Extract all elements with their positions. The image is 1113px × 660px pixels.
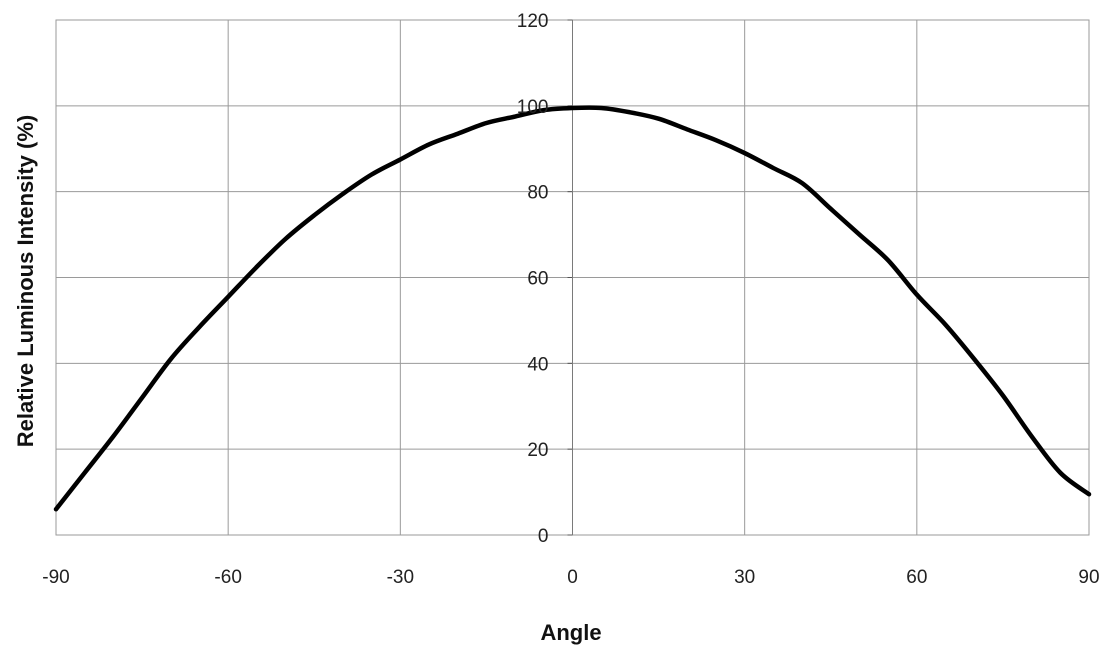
- y-axis-title: Relative Luminous Intensity (%): [13, 115, 38, 448]
- x-tick-label: 30: [734, 567, 755, 588]
- y-tick-label: 80: [527, 183, 548, 204]
- x-tick-label: -90: [42, 567, 69, 588]
- series-layer: [53, 105, 1092, 512]
- y-tick-label: 60: [527, 269, 548, 290]
- x-tick-label: -60: [214, 567, 241, 588]
- x-tick-label: -30: [387, 567, 414, 588]
- y-tick-label: 120: [517, 11, 549, 32]
- x-tick-label: 90: [1078, 567, 1099, 588]
- y-tick-label: 0: [538, 526, 549, 547]
- gridlines: [55, 19, 1090, 536]
- series-line: [53, 105, 1092, 512]
- tick-labels: -90 -60 -30 0 30 60 90 0 20 40 60 80 100 120: [42, 11, 1099, 588]
- y-tick-label: 20: [527, 440, 548, 461]
- y-tick-label: 40: [527, 354, 548, 375]
- y-tick-label: 100: [517, 97, 549, 118]
- x-axis-title: Angle: [540, 620, 601, 645]
- x-tick-label: 0: [567, 567, 578, 588]
- x-tick-label: 60: [906, 567, 927, 588]
